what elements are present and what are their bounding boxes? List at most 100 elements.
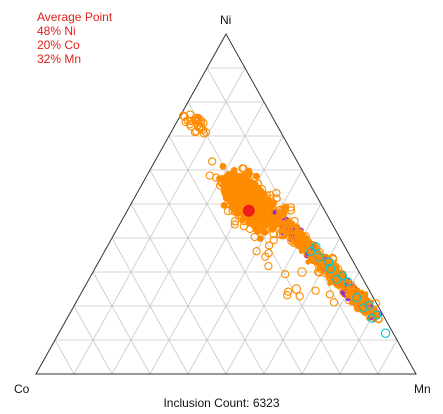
data-point bbox=[231, 171, 240, 181]
data-point bbox=[252, 247, 261, 256]
gridline-mn bbox=[377, 339, 398, 375]
data-point bbox=[244, 170, 253, 179]
ternary-grid bbox=[54, 67, 398, 375]
inclusion-count-label: Inclusion Count: 6323 bbox=[163, 396, 280, 410]
vertex-label-co: Co bbox=[14, 382, 30, 396]
data-point bbox=[264, 261, 273, 271]
data-point bbox=[352, 293, 362, 303]
data-point bbox=[249, 198, 258, 207]
average-point-title: Average Point bbox=[37, 10, 113, 24]
data-point bbox=[358, 303, 368, 313]
data-point bbox=[261, 226, 270, 236]
data-point bbox=[185, 120, 195, 129]
data-point bbox=[297, 234, 306, 243]
data-point bbox=[269, 235, 278, 245]
data-point bbox=[211, 173, 221, 182]
data-point bbox=[279, 217, 288, 226]
average-co-label: 20% Co bbox=[37, 38, 80, 52]
data-point bbox=[261, 212, 268, 218]
gridline-mn bbox=[149, 135, 284, 375]
data-point bbox=[237, 189, 246, 199]
data-point bbox=[226, 170, 235, 180]
data-point bbox=[281, 270, 290, 279]
data-point bbox=[259, 222, 268, 231]
data-point bbox=[287, 220, 296, 229]
data-point bbox=[231, 207, 240, 217]
gridline-co bbox=[92, 271, 151, 375]
data-point bbox=[201, 128, 211, 137]
data-point bbox=[299, 243, 308, 252]
highlighted-point bbox=[325, 263, 336, 274]
data-point bbox=[268, 222, 278, 231]
vertex-label-mn: Mn bbox=[414, 382, 431, 396]
ternary-outline bbox=[35, 32, 417, 375]
data-point bbox=[215, 181, 225, 190]
data-point bbox=[217, 178, 227, 188]
data-point bbox=[286, 203, 295, 212]
data-point bbox=[250, 232, 259, 242]
data-point bbox=[239, 222, 249, 231]
highlighted-point bbox=[297, 267, 307, 277]
data-point bbox=[346, 289, 355, 298]
data-point bbox=[332, 274, 342, 284]
gridline-co bbox=[73, 305, 113, 375]
data-point bbox=[191, 116, 201, 125]
data-point bbox=[223, 206, 233, 216]
gridline-co bbox=[111, 237, 189, 375]
data-point bbox=[295, 292, 304, 301]
data-point bbox=[322, 259, 332, 268]
data-point bbox=[194, 116, 203, 125]
highlighted-point bbox=[380, 328, 391, 338]
data-point bbox=[238, 197, 248, 206]
data-point bbox=[232, 182, 242, 192]
data-point bbox=[353, 304, 363, 313]
data-point bbox=[268, 214, 274, 220]
data-point bbox=[253, 172, 260, 180]
data-point bbox=[364, 300, 374, 310]
data-point bbox=[303, 237, 313, 247]
gridline-co bbox=[130, 203, 227, 375]
data-point bbox=[258, 217, 267, 226]
data-point bbox=[230, 220, 239, 229]
data-points bbox=[179, 110, 391, 338]
data-point bbox=[208, 157, 217, 166]
data-point bbox=[280, 204, 290, 213]
data-point bbox=[257, 185, 267, 194]
data-point bbox=[283, 291, 292, 300]
data-point bbox=[253, 179, 262, 188]
data-point bbox=[266, 194, 275, 203]
gridline-mn bbox=[73, 67, 246, 375]
data-point bbox=[225, 189, 234, 198]
data-point bbox=[306, 246, 316, 256]
data-point bbox=[343, 277, 353, 287]
data-point bbox=[299, 240, 308, 249]
data-point bbox=[286, 218, 292, 224]
gridline-co bbox=[168, 135, 303, 375]
data-point bbox=[278, 206, 287, 215]
data-point bbox=[199, 118, 208, 128]
data-point bbox=[258, 221, 268, 230]
data-point bbox=[223, 180, 232, 189]
data-point bbox=[295, 229, 304, 239]
data-point bbox=[280, 225, 290, 235]
data-point bbox=[311, 286, 320, 295]
data-point bbox=[324, 257, 334, 267]
data-point bbox=[326, 258, 335, 268]
vertex-label-ni: Ni bbox=[220, 13, 232, 27]
average-ni-label: 48% Ni bbox=[37, 24, 76, 38]
data-point bbox=[283, 287, 293, 296]
data-point bbox=[234, 210, 243, 220]
data-point bbox=[220, 202, 228, 209]
data-point bbox=[266, 191, 275, 200]
average-mn-label: 32% Mn bbox=[37, 52, 82, 66]
data-point bbox=[230, 217, 240, 226]
data-point bbox=[275, 229, 285, 239]
data-point bbox=[264, 248, 273, 258]
data-point bbox=[329, 298, 339, 307]
data-point bbox=[372, 310, 382, 320]
data-point bbox=[250, 194, 259, 203]
data-point bbox=[314, 261, 323, 270]
data-point bbox=[358, 291, 367, 301]
average-point-marker bbox=[242, 204, 255, 217]
